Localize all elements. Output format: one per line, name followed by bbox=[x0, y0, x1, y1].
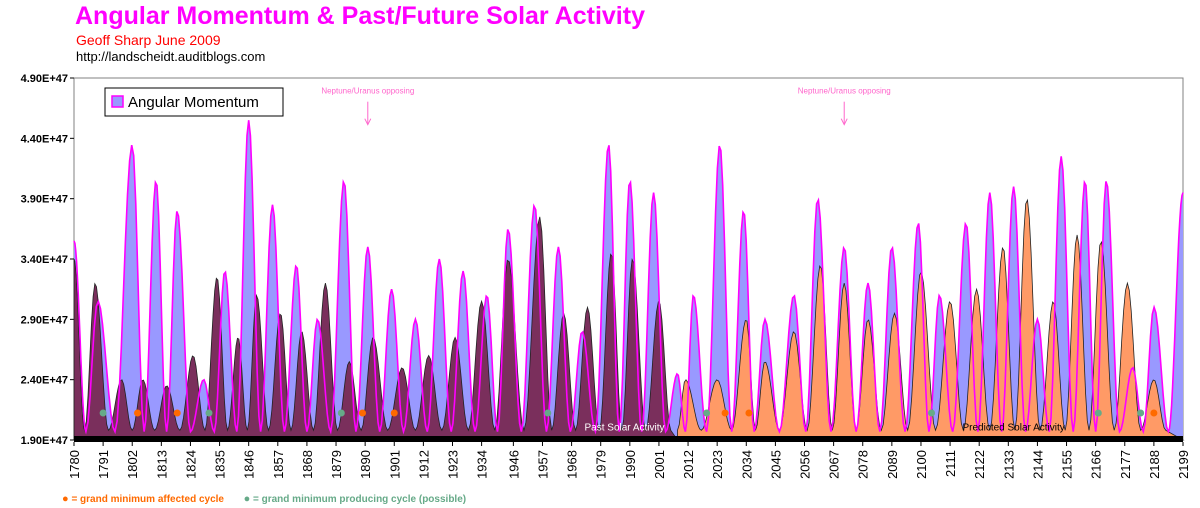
x-tick-label: 1901 bbox=[387, 450, 402, 479]
angular-momentum-line bbox=[73, 120, 1184, 435]
producing-cycle-dot bbox=[1094, 409, 1102, 417]
x-tick-label: 2111 bbox=[943, 450, 958, 477]
x-tick-label: 1868 bbox=[300, 450, 315, 479]
y-tick-label: 3.40E+47 bbox=[21, 254, 68, 266]
x-tick-label: 1912 bbox=[416, 450, 431, 479]
legend-label: Angular Momentum bbox=[128, 94, 259, 111]
x-tick-label: 1979 bbox=[594, 450, 609, 479]
affected-cycle-dot bbox=[1150, 409, 1158, 417]
x-tick-label: 1846 bbox=[242, 450, 257, 479]
producing-cycle-dot bbox=[99, 409, 107, 417]
x-tick-label: 2177 bbox=[1118, 450, 1133, 479]
x-tick-label: 2188 bbox=[1147, 450, 1162, 479]
x-tick-label: 2144 bbox=[1030, 450, 1045, 479]
x-tick-label: 2100 bbox=[914, 450, 929, 479]
x-tick-label: 1780 bbox=[67, 450, 82, 479]
x-tick-label: 1968 bbox=[565, 450, 580, 479]
affected-cycle-dot bbox=[358, 409, 366, 417]
x-tick-label: 2155 bbox=[1060, 450, 1075, 479]
y-tick-label: 2.40E+47 bbox=[21, 375, 68, 387]
affected-dot-icon: ● bbox=[62, 493, 69, 505]
producing-cycle-dot bbox=[1137, 409, 1145, 417]
axis-base-bar bbox=[74, 436, 1183, 442]
affected-key-text: = grand minimum affected cycle bbox=[71, 494, 224, 505]
x-tick-label: 2023 bbox=[710, 450, 725, 479]
x-tick-label: 2122 bbox=[972, 450, 987, 479]
x-tick-label: 1923 bbox=[445, 450, 460, 479]
x-tick-label: 2056 bbox=[798, 450, 813, 479]
author-date: Geoff Sharp June 2009 bbox=[76, 32, 221, 48]
x-tick-label: 1879 bbox=[329, 450, 344, 479]
x-tick-label: 2045 bbox=[768, 450, 783, 479]
x-tick-label: 1791 bbox=[96, 450, 111, 479]
page-title: Angular Momentum & Past/Future Solar Act… bbox=[75, 2, 645, 30]
producing-cycle-dot bbox=[928, 409, 936, 417]
x-tick-label: 1957 bbox=[535, 450, 550, 479]
source-url: http://landscheidt.auditblogs.com bbox=[76, 49, 266, 64]
x-tick-label: 1890 bbox=[358, 450, 373, 479]
x-tick-label: 2166 bbox=[1089, 450, 1104, 479]
x-tick-label: 1946 bbox=[506, 450, 521, 479]
producing-cycle-dot bbox=[703, 409, 711, 417]
x-tick-label: 2089 bbox=[885, 450, 900, 479]
annotation-arrow-head bbox=[840, 118, 848, 126]
predicted-solar-activity-area bbox=[677, 198, 1185, 441]
affected-cycle-dot bbox=[134, 409, 142, 417]
y-tick-label: 4.90E+47 bbox=[21, 73, 68, 85]
x-tick-label: 1835 bbox=[213, 450, 228, 479]
x-tick-label: 2199 bbox=[1176, 450, 1191, 479]
affected-cycle-dot bbox=[173, 409, 181, 417]
x-tick-label: 2133 bbox=[1001, 450, 1016, 479]
affected-cycle-dot bbox=[721, 409, 729, 417]
x-tick-label: 2001 bbox=[652, 450, 667, 479]
producing-cycle-dot bbox=[205, 409, 213, 417]
legend-swatch bbox=[111, 95, 124, 108]
x-tick-label: 2012 bbox=[681, 450, 696, 479]
y-tick-label: 4.40E+47 bbox=[21, 133, 68, 145]
x-tick-label: 1824 bbox=[183, 450, 198, 479]
legend-box bbox=[104, 87, 284, 117]
series-region-label: Predicted Solar Activity bbox=[962, 422, 1064, 433]
affected-cycle-dot bbox=[745, 409, 753, 417]
x-tick-label: 2034 bbox=[739, 450, 754, 479]
x-tick-label: 1990 bbox=[623, 450, 638, 479]
series-region-label: Past Solar Activity bbox=[585, 422, 665, 433]
y-tick-label: 3.90E+47 bbox=[21, 194, 68, 206]
producing-dot-icon: ● bbox=[243, 493, 251, 505]
x-tick-label: 1802 bbox=[125, 450, 140, 479]
x-tick-label: 2078 bbox=[856, 450, 871, 479]
x-tick-label: 1934 bbox=[475, 450, 490, 479]
x-tick-label: 1857 bbox=[271, 450, 286, 479]
neptune-uranus-annotation: Neptune/Uranus opposing bbox=[321, 87, 414, 96]
x-tick-label: 2067 bbox=[827, 450, 842, 479]
producing-cycle-dot bbox=[337, 409, 345, 417]
annotation-arrow-head bbox=[364, 118, 372, 126]
producing-key-text: = grand minimum producing cycle (possibl… bbox=[253, 494, 467, 505]
dot-key: ● = grand minimum affected cycle ● = gra… bbox=[62, 493, 466, 505]
y-tick-label: 1.90E+47 bbox=[21, 435, 68, 447]
y-tick-label: 2.90E+47 bbox=[21, 314, 68, 326]
neptune-uranus-annotation: Neptune/Uranus opposing bbox=[798, 87, 891, 96]
x-tick-label: 1813 bbox=[154, 450, 169, 479]
producing-cycle-dot bbox=[544, 409, 552, 417]
affected-cycle-dot bbox=[390, 409, 398, 417]
